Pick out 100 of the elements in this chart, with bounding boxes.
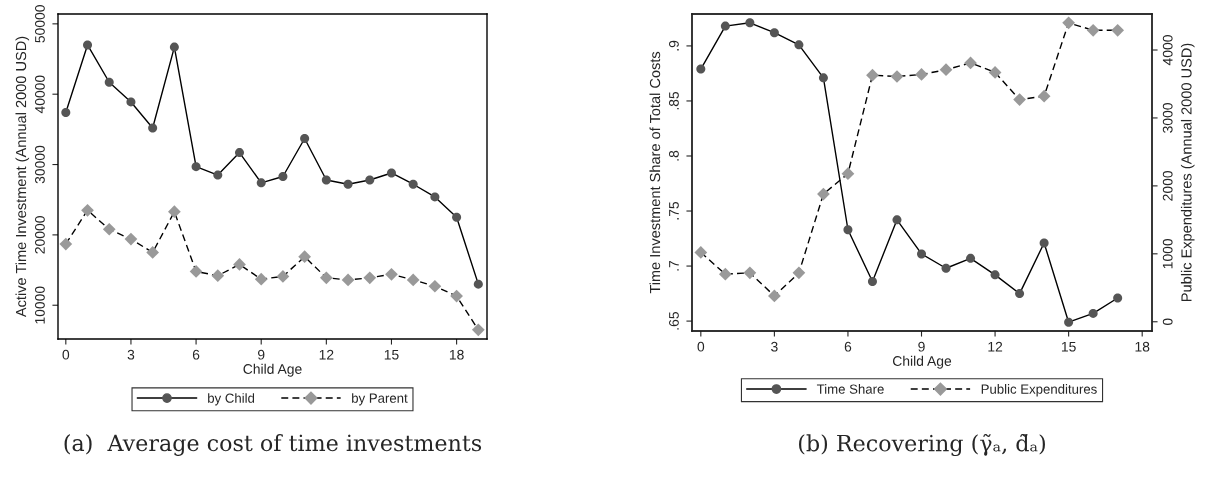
y2-tick-label: 3000 — [1162, 103, 1173, 133]
point — [990, 270, 1000, 280]
legend-label: by Child — [208, 393, 255, 406]
point — [1113, 293, 1123, 303]
y-axis-title: Active Time Investment (Annual 2000 USD) — [15, 36, 30, 318]
y2-axis-title: Public Expenditures (Annual 2000 USD) — [1180, 43, 1195, 301]
point — [233, 258, 246, 271]
y-tick-label: .8 — [669, 150, 679, 161]
point — [61, 107, 71, 117]
x-tick-label: 18 — [449, 349, 464, 360]
text: (b) Recovering (γ̃ₐ, d̃ₐ) — [799, 433, 1045, 457]
x-tick-label: 9 — [258, 349, 265, 360]
point — [939, 63, 953, 77]
point — [915, 68, 928, 81]
y2-tick-label: 0 — [1162, 318, 1173, 326]
point — [211, 269, 225, 283]
x-tick-label: 3 — [771, 341, 778, 352]
x-tick-label: 18 — [1135, 341, 1150, 352]
point — [146, 246, 160, 259]
point — [818, 73, 828, 83]
point — [1086, 23, 1100, 37]
point — [720, 21, 730, 31]
y-tick-label: 40000 — [35, 75, 45, 114]
point — [191, 162, 201, 172]
point — [385, 267, 398, 281]
x-tick-label: 9 — [918, 341, 925, 352]
x-tick-label: 6 — [844, 341, 852, 352]
x-tick-label: 15 — [384, 349, 399, 360]
y-tick-label: .9 — [669, 40, 679, 51]
point — [148, 123, 158, 133]
point — [341, 273, 355, 287]
point — [235, 148, 244, 158]
y-tick-label: .65 — [669, 312, 679, 330]
legend-label: Time Share — [816, 384, 884, 394]
legend-label: Public Expenditures — [981, 384, 1097, 397]
point — [83, 40, 93, 50]
point — [298, 250, 311, 264]
point — [254, 272, 268, 286]
point — [319, 271, 333, 285]
point — [256, 178, 266, 188]
point — [102, 222, 116, 236]
point — [450, 289, 463, 303]
point — [769, 28, 779, 38]
point — [300, 134, 310, 144]
point — [59, 237, 73, 251]
point — [841, 167, 855, 181]
point — [126, 97, 136, 107]
y-tick-label: 50000 — [35, 5, 45, 43]
y2-tick-label: 2000 — [1162, 170, 1173, 201]
point — [696, 64, 706, 74]
point — [81, 203, 94, 217]
point — [343, 179, 353, 189]
point — [473, 279, 483, 289]
point — [867, 276, 877, 286]
y-tick-label: 10000 — [35, 286, 45, 324]
x-tick-label: 12 — [319, 349, 334, 360]
point — [745, 18, 755, 28]
point — [365, 175, 375, 185]
y2-tick-label: 4000 — [1162, 35, 1173, 66]
point — [408, 179, 418, 189]
y-tick-label: .7 — [669, 260, 679, 271]
point — [1062, 16, 1075, 30]
point — [168, 205, 181, 219]
point — [278, 172, 288, 181]
point — [694, 246, 708, 259]
y-tick-label: .75 — [669, 201, 679, 220]
point — [276, 270, 290, 283]
legend-label: by Parent — [352, 393, 408, 406]
y-tick-label: 30000 — [35, 145, 45, 184]
point — [1039, 238, 1049, 248]
point — [471, 323, 485, 337]
x-tick-label: 3 — [127, 349, 135, 360]
point — [1064, 317, 1074, 327]
point — [452, 212, 462, 222]
point — [1015, 289, 1025, 299]
point — [321, 175, 331, 185]
y-tick-label: .85 — [669, 91, 679, 110]
point — [104, 77, 114, 87]
point — [792, 266, 806, 280]
point — [1037, 89, 1051, 103]
point — [124, 232, 138, 246]
point — [428, 279, 442, 293]
point — [917, 249, 927, 259]
point — [892, 215, 902, 225]
point — [406, 273, 420, 287]
point — [363, 271, 377, 285]
point — [430, 192, 440, 202]
point — [843, 225, 853, 235]
point — [941, 263, 951, 273]
point — [169, 42, 179, 52]
point — [966, 253, 976, 263]
point — [1111, 23, 1125, 37]
point — [718, 267, 732, 281]
x-tick-label: 0 — [697, 341, 705, 352]
point — [866, 68, 879, 82]
y-tick-label: 20000 — [35, 216, 45, 254]
text: (a) Average cost of time investments — [64, 434, 482, 456]
point — [213, 170, 223, 180]
y2-tick-label: 1000 — [1162, 238, 1173, 269]
x-axis-title: Child Age — [892, 355, 952, 369]
